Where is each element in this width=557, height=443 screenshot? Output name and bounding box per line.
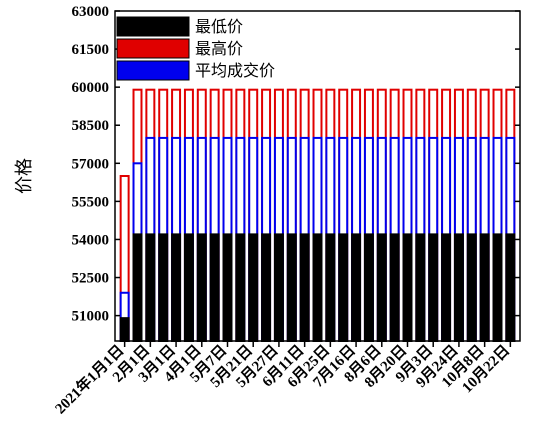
legend-label-1: 最高价 [195,39,243,58]
bar-0-15 [314,234,322,341]
legend-swatch-0 [117,17,189,36]
bar-0-17 [339,234,347,341]
bar-0-16 [326,234,334,341]
y-tick-label-3: 55500 [72,194,110,210]
bar-0-23 [416,234,424,341]
bar-0-3 [159,234,167,341]
bar-0-28 [481,234,489,341]
bars-layer [121,90,515,341]
legend: 最低价最高价平均成交价 [117,17,275,80]
bar-0-1 [134,234,142,341]
bar-0-14 [301,234,309,341]
legend-swatch-1 [117,39,189,58]
bar-0-4 [172,234,180,341]
bar-0-21 [391,234,399,341]
bar-0-24 [429,234,437,341]
legend-swatch-2 [117,61,189,80]
y-axis-label: 价格 [14,158,35,194]
bar-0-9 [236,234,244,341]
y-tick-label-7: 61500 [72,42,110,58]
y-tick-label-1: 52500 [72,271,110,287]
bar-0-2 [146,234,154,341]
bar-0-29 [494,234,502,341]
bar-0-8 [224,234,232,341]
bar-0-22 [404,234,412,341]
bar-0-11 [262,234,270,341]
y-tick-label-6: 60000 [72,80,110,96]
bar-0-6 [198,234,206,341]
bar-0-30 [506,234,514,341]
bar-0-20 [378,234,386,341]
bar-0-25 [442,234,450,341]
bar-0-13 [288,234,296,341]
y-tick-label-5: 58500 [72,118,110,134]
bar-0-5 [185,234,193,341]
bar-0-18 [352,234,360,341]
legend-label-2: 平均成交价 [195,61,275,80]
bar-0-0 [121,318,129,341]
y-tick-label-2: 54000 [72,232,110,248]
y-tick-label-4: 57000 [72,156,110,172]
legend-label-0: 最低价 [195,17,243,36]
bar-0-7 [211,234,219,341]
bar-0-12 [275,234,283,341]
x-axis: 2021年1月1日2月1日3月1日4月1日5月7日5月21日5月27日6月11日… [51,341,513,417]
bar-0-10 [249,234,257,341]
y-tick-label-8: 63000 [72,4,110,20]
bar-0-26 [455,234,463,341]
bar-0-27 [468,234,476,341]
bar-0-19 [365,234,373,341]
y-tick-label-0: 51000 [72,309,110,325]
